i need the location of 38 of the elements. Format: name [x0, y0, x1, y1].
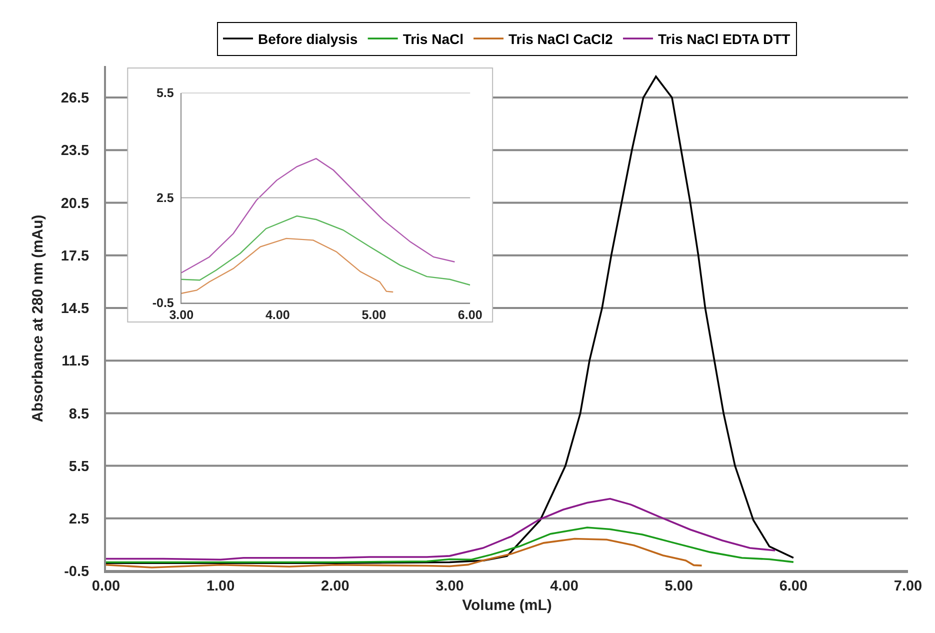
- x-tick-label: 6.00: [458, 308, 482, 322]
- y-tick-label: 2.5: [68, 511, 90, 528]
- x-tick-label: 3.00: [436, 578, 464, 594]
- x-tick-label: 4.00: [265, 308, 290, 322]
- x-axis-title: Volume (mL): [462, 596, 552, 614]
- line-series: [181, 238, 394, 294]
- line-series: [106, 538, 703, 568]
- y-tick-label: 11.5: [62, 354, 90, 370]
- legend-label: Tris NaCl CaCl2: [508, 30, 613, 47]
- x-tick-label: 1.00: [206, 578, 235, 594]
- y-tick-label: 17.5: [60, 248, 90, 264]
- x-tick-label: 6.00: [779, 578, 808, 594]
- y-tick-label: 26.5: [60, 90, 90, 107]
- y-tick-label: -0.5: [64, 564, 90, 580]
- line-series: [106, 76, 794, 564]
- x-tick-label: 3.00: [169, 308, 194, 322]
- line-series: [181, 215, 470, 286]
- legend-label: Tris NaCl EDTA DTT: [658, 30, 791, 47]
- x-tick-label: 4.00: [550, 578, 578, 594]
- y-tick-label: -0.5: [152, 296, 174, 310]
- y-tick-label: 5.5: [156, 86, 174, 100]
- x-tick-label: 5.00: [362, 308, 386, 322]
- legend-label: Tris NaCl: [402, 30, 464, 47]
- y-tick-label: 23.5: [60, 143, 90, 160]
- legend-label: Before dialysis: [258, 30, 358, 47]
- y-axis-title: Absorbance at 280 nm (mAu): [30, 214, 47, 422]
- y-tick-label: 20.5: [60, 196, 90, 212]
- line-series: [106, 498, 776, 560]
- x-tick-label: 7.00: [894, 578, 922, 594]
- line-series: [106, 526, 794, 564]
- y-tick-label: 2.5: [156, 191, 174, 206]
- y-tick-label: 8.5: [68, 406, 90, 422]
- line-series: [181, 158, 456, 274]
- x-tick-label: 0.00: [92, 578, 120, 594]
- y-tick-label: 5.5: [68, 458, 90, 475]
- x-tick-label: 2.00: [321, 578, 350, 594]
- y-tick-label: 14.5: [60, 301, 90, 318]
- x-tick-label: 5.00: [664, 578, 693, 594]
